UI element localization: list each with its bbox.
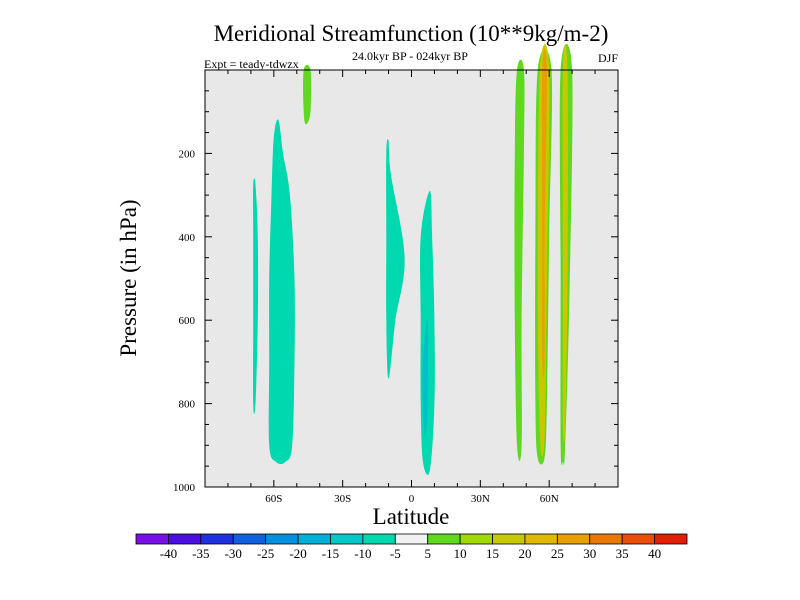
colorbar-swatch [394,533,429,545]
colorbar-label: 15 [486,546,499,561]
colorbar-label: -30 [225,546,242,561]
plot-area: 60S 30S 0 30N 60N 200 400 600 800 1000 [173,43,619,505]
colorbar-swatch [330,533,364,545]
contour-region-sh-main-cell [268,119,295,465]
colorbar-swatch [168,533,202,545]
experiment-label: Expt = teady-tdwzx [204,57,299,71]
x-axis-title: Latitude [373,504,450,529]
contour-regions [253,43,573,475]
colorbar-label: -20 [289,546,306,561]
y-tick-label: 600 [179,315,196,327]
y-tick-label: 1000 [173,482,196,494]
colorbar-swatch [524,533,558,545]
colorbar-swatch [459,533,493,545]
x-tick-label: 30N [471,493,490,505]
colorbar-swatch [427,533,461,545]
colorbar-label: 40 [648,546,661,561]
colorbar: -40 -35 -30 -25 -20 -15 -10 -5 5 10 15 20 25 30 35 40 [135,533,688,561]
colorbar-swatch [492,533,526,545]
colorbar-label: -25 [257,546,274,561]
colorbar-swatch [654,533,688,545]
colorbar-swatch [589,533,623,545]
plot-background [205,70,618,487]
y-tick-label: 800 [179,399,196,411]
contour-region-nh-band-1 [514,59,525,461]
colorbar-label: -5 [390,546,401,561]
colorbar-swatch [621,533,655,545]
colorbar-label: 25 [551,546,564,561]
colorbar-swatch [232,533,267,545]
colorbar-label: 5 [424,546,431,561]
colorbar-label: -40 [160,546,177,561]
x-tick-label: 60N [540,493,559,505]
y-tick-label: 200 [179,148,196,160]
contour-region-nh-band-2-core [541,49,547,378]
colorbar-label: -10 [354,546,371,561]
contour-region-tropical-south-cell [386,139,405,379]
chart-subtitle: 24.0kyr BP - 024kyr BP [352,49,468,63]
x-tick-label: 60S [265,493,282,505]
x-tick-label: 30S [334,493,351,505]
axis-ticks: 60S 30S 0 30N 60N 200 400 600 800 1000 [173,70,618,505]
colorbar-label: -15 [322,546,339,561]
colorbar-label: 30 [583,546,596,561]
colorbar-label: -35 [192,546,209,561]
colorbar-label: 20 [518,546,531,561]
colorbar-label: 35 [616,546,629,561]
contour-region-sh-thin-cell [253,178,259,415]
contour-region-sh-top-blob [303,64,312,125]
colorbar-swatch [362,533,396,545]
x-tick-label: 0 [409,493,415,505]
colorbar-swatch [200,533,234,545]
contour-region-nh-band-3-inner [562,43,568,443]
colorbar-swatch [297,533,331,545]
contour-region-equatorial-core [422,319,428,437]
season-label: DJF [598,51,618,65]
y-tick-label: 400 [179,232,196,244]
chart-title: Meridional Streamfunction (10**9kg/m-2) [214,21,609,46]
colorbar-swatch [556,533,591,545]
colorbar-swatch [265,533,299,545]
colorbar-swatch [135,533,169,545]
colorbar-label: 10 [454,546,467,561]
y-axis-title: Pressure (in hPa) [116,199,141,356]
